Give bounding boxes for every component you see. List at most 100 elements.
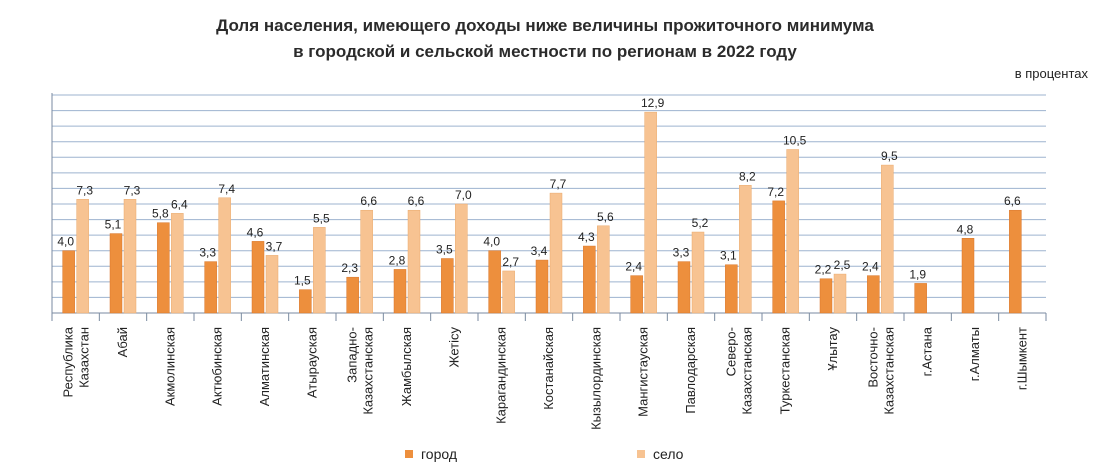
bar-city (677, 261, 691, 314)
data-label-city: 4,6 (247, 225, 264, 239)
category-label-line: Республика (61, 326, 76, 397)
legend-label-city: город (421, 446, 458, 462)
category-label-line: Карагандинская (494, 327, 509, 424)
chart-subtitle: в городской и сельской местности по реги… (293, 42, 797, 61)
bar-city (251, 241, 265, 314)
bar-city (535, 259, 549, 314)
category-label-line: г.Астана (920, 326, 935, 376)
bar-rural (644, 111, 657, 314)
data-label-rural: 7,0 (455, 188, 472, 202)
category-label: Северо- Казахстанская (723, 327, 754, 415)
category-label-line: Северо- (723, 327, 738, 376)
bar-city (441, 258, 454, 314)
category-label-line: Туркестанская (778, 327, 793, 414)
bar-rural (739, 185, 752, 314)
category-label-line: Восточно- (865, 327, 880, 388)
data-label-rural: 2,5 (834, 258, 851, 272)
bar-rural (313, 227, 326, 314)
bar-rural (265, 255, 279, 314)
category-label-line: Жетісу (446, 327, 461, 368)
bar-rural (881, 164, 894, 314)
category-label: Атырауская (304, 327, 319, 398)
category-label-line: Казахстан (77, 327, 92, 388)
bar-city (772, 200, 785, 314)
data-label-rural: 7,4 (218, 182, 235, 196)
data-label-rural: 8,2 (739, 169, 756, 183)
data-label-city: 2,2 (815, 263, 832, 277)
category-label: Алматинская (257, 327, 272, 406)
bar-rural (549, 192, 563, 314)
data-label-rural: 6,6 (408, 194, 425, 208)
category-label-line: Казахстанская (361, 327, 376, 415)
bar-rural (76, 199, 89, 314)
category-label-line: Актюбинская (210, 327, 225, 406)
bar-rural (455, 203, 468, 314)
data-label-city: 2,4 (862, 260, 879, 274)
category-label: Карагандинская (494, 327, 509, 424)
category-label: Республика Казахстан (61, 326, 92, 397)
bar-rural (691, 231, 705, 314)
data-label-rural: 9,5 (881, 149, 898, 163)
data-label-city: 4,0 (57, 235, 74, 249)
bar-city (157, 222, 170, 314)
data-label-rural: 7,3 (76, 183, 93, 197)
data-label-city: 2,4 (625, 260, 642, 274)
bar-city (1009, 209, 1022, 314)
bar-city (62, 250, 75, 314)
bar-rural (123, 199, 137, 314)
data-label-rural: 7,3 (124, 183, 141, 197)
bar-city (867, 275, 880, 314)
category-label-line: Мангистауская (636, 327, 651, 417)
legend-item-rural: село (637, 446, 683, 462)
category-label-line: Жамбылская (399, 327, 414, 406)
data-label-rural: 3,7 (266, 239, 283, 253)
category-label-line: г.Алматы (967, 327, 982, 381)
bar-rural (218, 197, 231, 314)
data-label-city: 7,2 (767, 185, 784, 199)
category-label-line: г.Шымкент (1014, 327, 1029, 390)
data-label-city: 3,4 (531, 244, 548, 258)
bar-city (346, 276, 359, 314)
category-label: Жетісу (446, 327, 461, 368)
category-label-line: Атырауская (304, 327, 319, 398)
category-label: Акмолинская (162, 327, 177, 406)
data-label-city: 4,3 (578, 230, 595, 244)
category-label: Жамбылская (399, 327, 414, 406)
bar-rural (833, 273, 847, 314)
category-label-line: Павлодарская (683, 327, 698, 414)
category-label: Восточно- Казахстанская (865, 327, 896, 415)
category-label: Абай (115, 327, 130, 357)
data-label-city: 2,8 (389, 253, 406, 267)
bar-city (299, 289, 312, 314)
data-label-city: 5,1 (105, 218, 122, 232)
category-label: г.Алматы (967, 327, 982, 381)
bar-rural (786, 149, 799, 314)
legend-item-city: город (405, 446, 457, 462)
category-label: Западно- Казахстанская (345, 327, 376, 415)
data-label-city: 4,8 (957, 222, 974, 236)
category-label-line: Акмолинская (162, 327, 177, 406)
data-label-city: 5,8 (152, 207, 169, 221)
bar-city (725, 264, 738, 314)
unit-label: в процентах (1014, 66, 1088, 81)
bar-rural (171, 213, 184, 314)
category-label: Актюбинская (210, 327, 225, 406)
category-label: г.Шымкент (1014, 327, 1029, 390)
bar-city (819, 278, 833, 314)
data-label-city: 3,1 (720, 249, 737, 263)
data-label-city: 1,5 (294, 274, 311, 288)
category-label-line: Алматинская (257, 327, 272, 406)
category-label: Туркестанская (778, 327, 793, 414)
bar-city (914, 283, 927, 314)
legend-label-rural: село (653, 446, 684, 462)
category-label-line: Казахстанская (739, 327, 754, 415)
category-label: Ұлытау (825, 327, 840, 371)
bar-rural (597, 225, 610, 314)
legend-swatch-city (405, 450, 413, 458)
bar-city (393, 269, 407, 314)
category-label: Мангистауская (636, 327, 651, 417)
legend-swatch-rural (637, 450, 645, 458)
data-label-rural: 5,6 (597, 210, 614, 224)
data-label-city: 2,3 (341, 261, 358, 275)
